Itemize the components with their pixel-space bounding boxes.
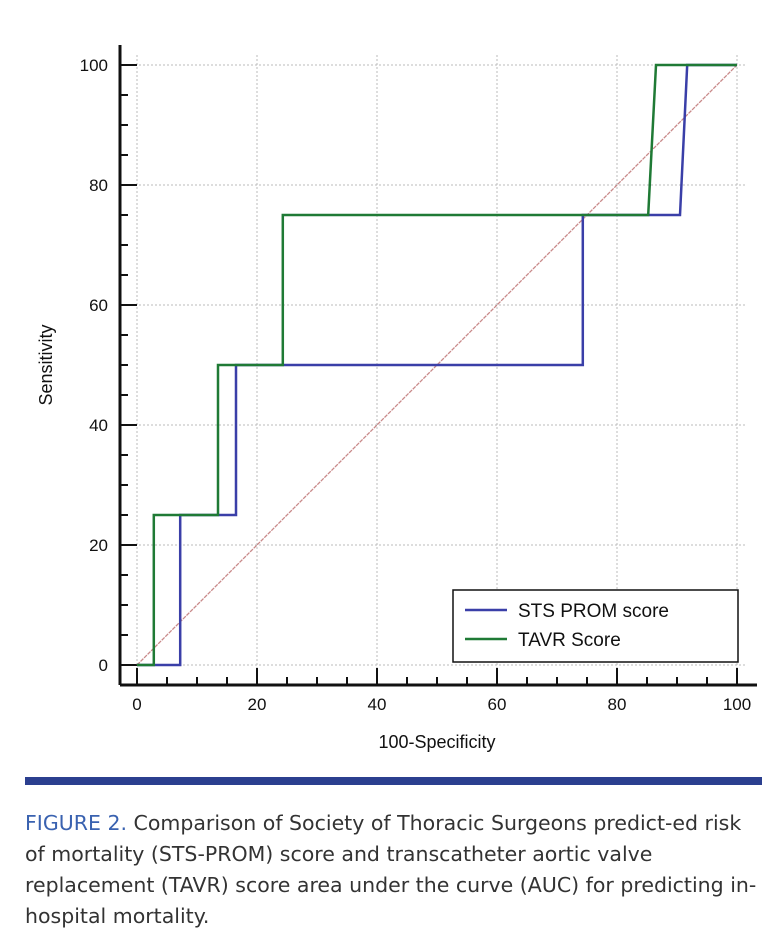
y-tick-label: 100 [80, 56, 108, 75]
y-tick-label: 60 [89, 296, 108, 315]
y-tick-label: 80 [89, 176, 108, 195]
caption-text: Comparison of Society of Thoracic Surgeo… [25, 811, 757, 928]
caption-label: FIGURE 2. [25, 811, 127, 835]
y-tick-label: 0 [99, 656, 108, 675]
x-tick-label: 40 [368, 695, 387, 714]
legend-box [452, 589, 739, 663]
x-tick-label: 100 [723, 695, 751, 714]
series-line-tavr [137, 63, 737, 667]
roc-chart: 0 20 40 60 80 100 0 20 40 60 80 100 100-Specificity S… [36, 45, 757, 752]
y-tick-label: 20 [89, 536, 108, 555]
x-tick-label: 0 [132, 695, 141, 714]
caption-divider [25, 777, 762, 785]
y-tick-label: 40 [89, 416, 108, 435]
series-line-sts-prom [137, 63, 737, 667]
x-axis-label: 100-Specificity [378, 732, 495, 752]
y-axis-label: Sensitivity [36, 324, 56, 405]
x-tick-label: 80 [608, 695, 627, 714]
legend-label: STS PROM score [518, 601, 669, 622]
reference-diagonal [136, 64, 738, 666]
x-tick-label: 20 [248, 695, 267, 714]
figure-caption: FIGURE 2. Comparison of Society of Thora… [25, 808, 765, 932]
x-tick-label: 60 [488, 695, 507, 714]
legend-label: TAVR Score [518, 630, 621, 651]
